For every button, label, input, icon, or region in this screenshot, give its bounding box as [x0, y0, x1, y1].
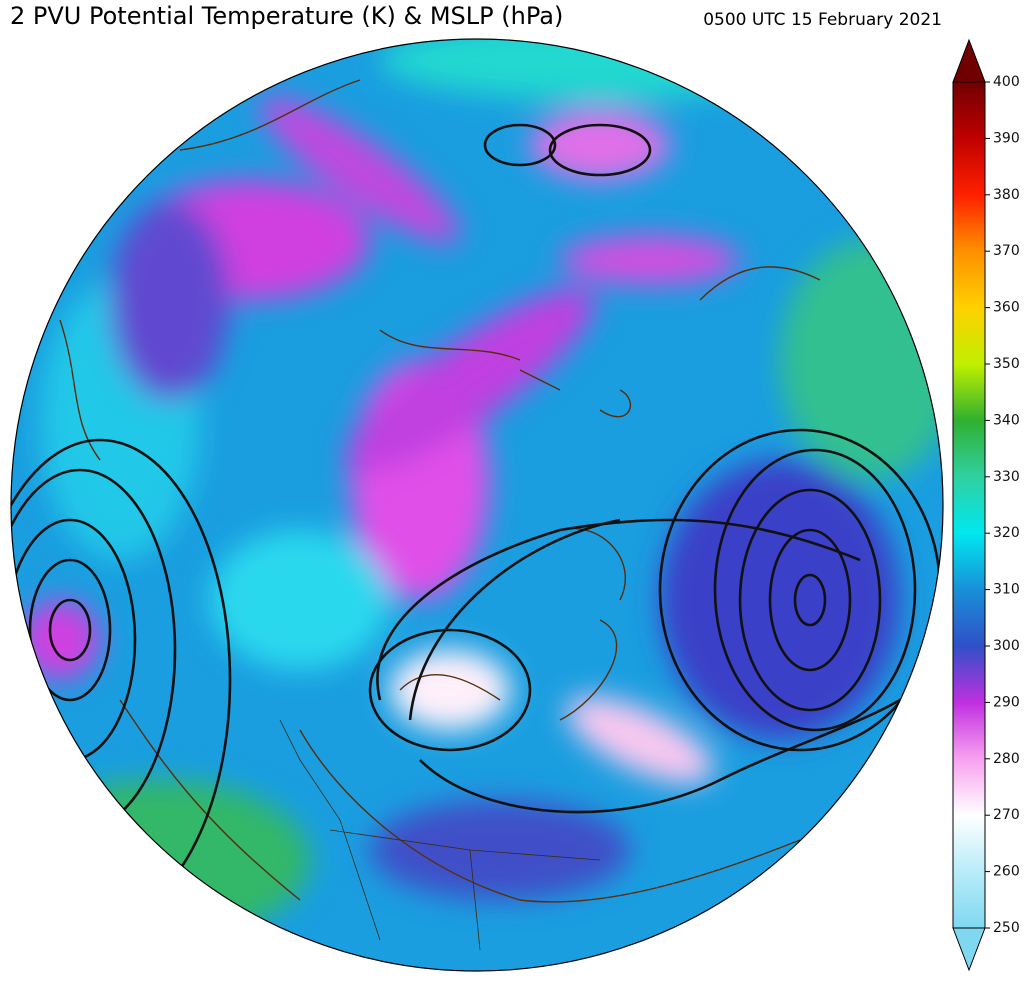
- colorbar-tick-label: 300: [993, 638, 1020, 654]
- colorbar: 250 260 270 280 290 300 310 320 330 340 350 360 370 3…: [952, 38, 1020, 972]
- colorbar-tick-label: 260: [993, 864, 1020, 880]
- colorbar-extend-top: [952, 38, 986, 83]
- colorbar-tick-label: 360: [993, 300, 1020, 316]
- map: [11, 39, 943, 971]
- colorbar-tick-label: 270: [993, 807, 1020, 823]
- map-title: 2 PVU Potential Temperature (K) & MSLP (…: [10, 2, 563, 30]
- colorbar-tick-label: 390: [993, 130, 1020, 146]
- colorbar-tick-label: 400: [993, 74, 1020, 90]
- colorbar-tick-label: 320: [993, 525, 1020, 541]
- colorbar-tick-label: 330: [993, 469, 1020, 485]
- colorbar-extend-bottom: [952, 927, 986, 972]
- colorbar-tick-label: 310: [993, 582, 1020, 598]
- colorbar-tick-label: 380: [993, 187, 1020, 203]
- colorbar-tick-label: 340: [993, 412, 1020, 428]
- colorbar-body: [952, 81, 986, 929]
- colorbar-tick-label: 290: [993, 694, 1020, 710]
- globe-outline: [10, 38, 944, 972]
- colorbar-tick-label: 350: [993, 356, 1020, 372]
- colorbar-tick-label: 280: [993, 751, 1020, 767]
- colorbar-tick-label: 250: [993, 920, 1020, 936]
- colorbar-tick-label: 370: [993, 243, 1020, 259]
- timestamp: 0500 UTC 15 February 2021: [703, 10, 942, 30]
